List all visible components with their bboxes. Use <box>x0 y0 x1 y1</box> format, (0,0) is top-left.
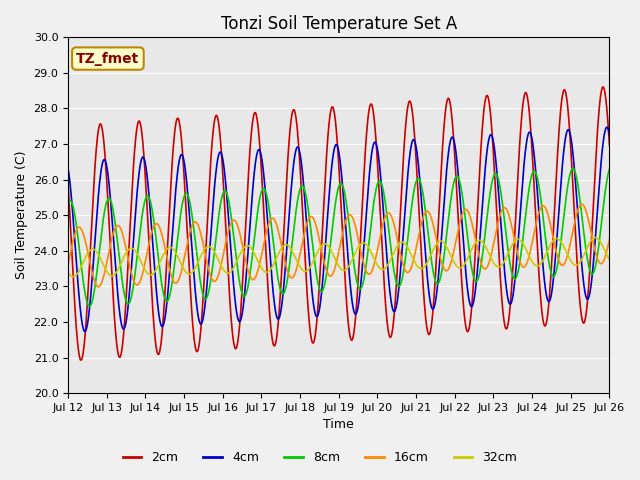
32cm <box>246 243 253 249</box>
32cm <box>70 274 77 279</box>
16cm <box>246 272 253 278</box>
16cm <box>578 201 586 207</box>
32cm <box>64 269 72 275</box>
4cm <box>382 240 390 246</box>
4cm <box>467 303 475 309</box>
Line: 2cm: 2cm <box>68 87 609 360</box>
8cm <box>182 191 189 196</box>
Line: 8cm: 8cm <box>68 168 609 306</box>
16cm <box>64 261 72 267</box>
2cm <box>246 154 253 159</box>
8cm <box>382 203 390 209</box>
2cm <box>77 357 85 363</box>
16cm <box>605 236 613 242</box>
Line: 16cm: 16cm <box>68 204 609 287</box>
32cm <box>382 265 390 271</box>
16cm <box>182 248 189 253</box>
16cm <box>467 216 475 222</box>
8cm <box>246 275 253 280</box>
4cm <box>64 167 72 172</box>
32cm <box>182 269 189 275</box>
4cm <box>246 228 253 234</box>
32cm <box>409 255 417 261</box>
2cm <box>549 236 557 242</box>
32cm <box>549 238 557 244</box>
32cm <box>605 257 613 263</box>
Line: 4cm: 4cm <box>68 127 609 332</box>
2cm <box>409 112 417 118</box>
4cm <box>81 329 88 335</box>
2cm <box>605 143 613 148</box>
4cm <box>409 137 417 143</box>
16cm <box>549 234 557 240</box>
16cm <box>409 260 417 265</box>
4cm <box>605 132 613 137</box>
Line: 32cm: 32cm <box>68 238 609 276</box>
2cm <box>467 314 475 320</box>
Text: TZ_fmet: TZ_fmet <box>76 51 140 66</box>
8cm <box>467 260 475 265</box>
32cm <box>467 249 475 254</box>
2cm <box>599 84 607 90</box>
Title: Tonzi Soil Temperature Set A: Tonzi Soil Temperature Set A <box>221 15 457 33</box>
16cm <box>95 284 102 289</box>
4cm <box>549 280 557 286</box>
8cm <box>549 274 557 279</box>
8cm <box>605 166 613 172</box>
8cm <box>86 303 93 309</box>
Y-axis label: Soil Temperature (C): Soil Temperature (C) <box>15 151 28 279</box>
2cm <box>382 304 390 310</box>
2cm <box>182 204 189 209</box>
2cm <box>64 182 72 188</box>
32cm <box>591 235 599 240</box>
8cm <box>64 201 72 207</box>
Legend: 2cm, 4cm, 8cm, 16cm, 32cm: 2cm, 4cm, 8cm, 16cm, 32cm <box>118 446 522 469</box>
4cm <box>182 171 189 177</box>
8cm <box>569 166 577 171</box>
4cm <box>603 124 611 130</box>
8cm <box>409 195 417 201</box>
16cm <box>382 213 390 219</box>
X-axis label: Time: Time <box>323 419 354 432</box>
